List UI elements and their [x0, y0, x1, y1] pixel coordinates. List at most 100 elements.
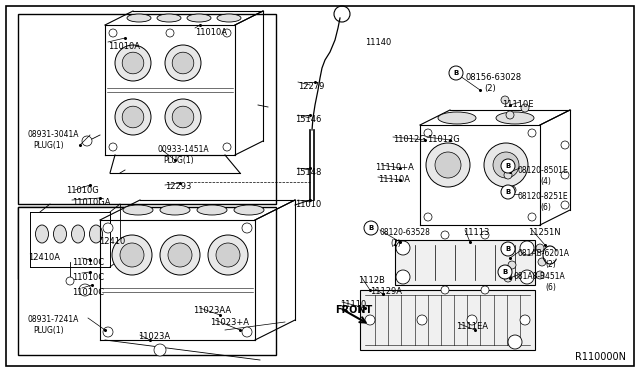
Text: (4): (4) — [540, 177, 551, 186]
Text: 11010C: 11010C — [72, 273, 104, 282]
Text: B: B — [506, 163, 511, 169]
Circle shape — [103, 327, 113, 337]
Text: 081A8-B451A: 081A8-B451A — [514, 272, 566, 281]
Circle shape — [449, 66, 463, 80]
Text: 12410A: 12410A — [28, 253, 60, 262]
Text: 1111EA: 1111EA — [456, 322, 488, 331]
Text: PLUG(1): PLUG(1) — [33, 326, 63, 335]
Text: 00933-1451A: 00933-1451A — [158, 145, 210, 154]
Bar — [18, 14, 276, 204]
Ellipse shape — [496, 112, 534, 124]
Ellipse shape — [187, 14, 211, 22]
Circle shape — [168, 243, 192, 267]
Circle shape — [508, 261, 516, 269]
Text: 11251N: 11251N — [528, 228, 561, 237]
Circle shape — [165, 45, 201, 81]
Text: 11010: 11010 — [295, 200, 321, 209]
Bar — [360, 290, 535, 350]
Circle shape — [484, 143, 528, 187]
Circle shape — [242, 223, 252, 233]
Circle shape — [216, 243, 240, 267]
Circle shape — [501, 185, 515, 199]
Ellipse shape — [123, 205, 153, 215]
Text: 11023+A: 11023+A — [210, 318, 249, 327]
Text: R110000N: R110000N — [575, 352, 626, 362]
Circle shape — [396, 241, 410, 255]
Circle shape — [103, 223, 113, 233]
Circle shape — [508, 186, 516, 194]
Text: 11010GA: 11010GA — [72, 198, 111, 207]
Text: 11023AA: 11023AA — [193, 306, 231, 315]
Circle shape — [208, 235, 248, 275]
Text: PLUG(1): PLUG(1) — [33, 141, 63, 150]
Circle shape — [109, 143, 117, 151]
Ellipse shape — [217, 14, 241, 22]
Text: 08931-3041A: 08931-3041A — [28, 130, 79, 139]
Text: (6): (6) — [540, 203, 551, 212]
Circle shape — [223, 143, 231, 151]
Circle shape — [561, 201, 569, 209]
Circle shape — [426, 143, 470, 187]
Circle shape — [561, 141, 569, 149]
Circle shape — [364, 221, 378, 235]
Circle shape — [506, 111, 514, 119]
Text: FRONT: FRONT — [335, 305, 372, 315]
Circle shape — [481, 286, 489, 294]
Circle shape — [561, 171, 569, 179]
Text: 11140: 11140 — [365, 38, 391, 47]
Circle shape — [536, 244, 544, 252]
Circle shape — [112, 235, 152, 275]
Text: 11010G: 11010G — [66, 186, 99, 195]
Bar — [395, 240, 535, 285]
Bar — [18, 207, 276, 355]
Circle shape — [521, 104, 529, 112]
Circle shape — [501, 96, 509, 104]
Circle shape — [520, 241, 534, 255]
Circle shape — [501, 159, 515, 173]
Text: 11010C: 11010C — [72, 288, 104, 297]
Circle shape — [120, 243, 144, 267]
Circle shape — [396, 270, 410, 284]
Text: (6): (6) — [545, 283, 556, 292]
Circle shape — [528, 213, 536, 221]
Circle shape — [424, 213, 432, 221]
Circle shape — [435, 152, 461, 178]
Text: 08120-8501E: 08120-8501E — [517, 166, 568, 175]
Circle shape — [493, 152, 519, 178]
Circle shape — [365, 315, 375, 325]
Text: 08156-63028: 08156-63028 — [465, 73, 521, 82]
Circle shape — [520, 315, 530, 325]
Circle shape — [481, 231, 489, 239]
Circle shape — [536, 271, 544, 279]
Ellipse shape — [127, 14, 151, 22]
Ellipse shape — [234, 205, 264, 215]
Text: (2): (2) — [545, 260, 556, 269]
Circle shape — [498, 265, 512, 279]
Circle shape — [501, 242, 515, 256]
Circle shape — [504, 246, 512, 254]
Circle shape — [538, 258, 546, 266]
Circle shape — [115, 45, 151, 81]
Circle shape — [504, 274, 512, 282]
Text: 11012G: 11012G — [393, 135, 426, 144]
Text: 11129A: 11129A — [370, 287, 402, 296]
Circle shape — [467, 315, 477, 325]
Circle shape — [66, 277, 74, 285]
Text: 12279: 12279 — [298, 82, 324, 91]
Circle shape — [122, 52, 144, 74]
Circle shape — [441, 286, 449, 294]
Circle shape — [160, 235, 200, 275]
Text: (2): (2) — [484, 84, 496, 93]
Text: 12410: 12410 — [99, 237, 125, 246]
Circle shape — [115, 99, 151, 135]
Text: 11110: 11110 — [340, 300, 366, 309]
Circle shape — [508, 335, 522, 349]
Circle shape — [520, 270, 534, 284]
Text: 11012G: 11012G — [427, 135, 460, 144]
Text: 1112B: 1112B — [358, 276, 385, 285]
Text: 11010A: 11010A — [108, 42, 140, 51]
Text: B: B — [506, 189, 511, 195]
Text: 11110+A: 11110+A — [375, 163, 414, 172]
Circle shape — [504, 171, 512, 179]
Text: B: B — [502, 269, 508, 275]
